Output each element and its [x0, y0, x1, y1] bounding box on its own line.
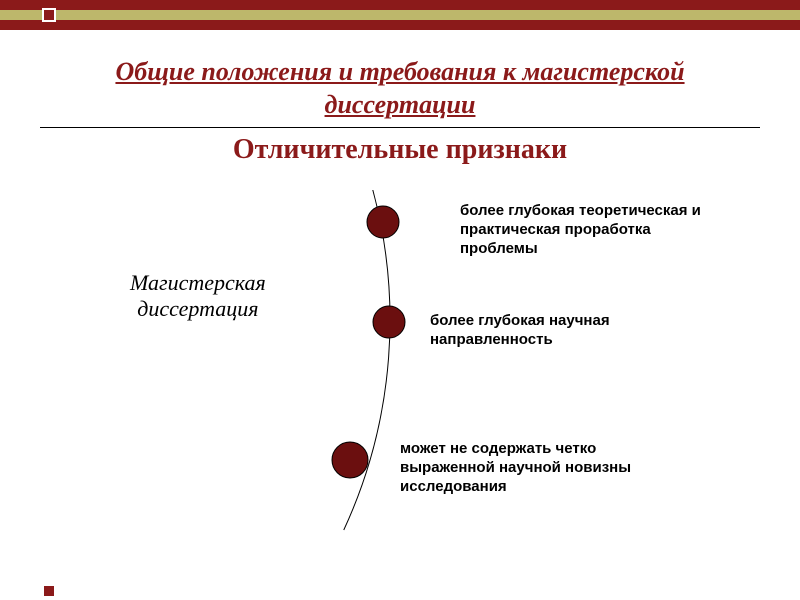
title-divider: [40, 127, 760, 128]
header-bars: [0, 0, 800, 30]
feature-text-2: более глубокая научная направленность: [430, 312, 660, 350]
page-title: Общие положения и требования к магистерс…: [0, 56, 800, 121]
center-label-line2: диссертация: [137, 296, 258, 321]
top-red-bar: [0, 0, 800, 10]
feature-text-1: более глубокая теоретическая и практичес…: [460, 202, 720, 258]
top-accent-square: [44, 10, 54, 20]
top-olive-bar: [0, 10, 800, 20]
feature-diagram: Магистерская диссертация более глубокая …: [0, 190, 800, 560]
feature-text-3: может не содержать четко выраженной науч…: [400, 440, 660, 496]
center-label-line1: Магистерская: [130, 270, 266, 295]
top-red-bar-2: [0, 20, 800, 30]
bottom-accent-square: [44, 586, 54, 596]
center-label: Магистерская диссертация: [130, 270, 266, 323]
page-subtitle: Отличительные признаки: [0, 134, 800, 166]
